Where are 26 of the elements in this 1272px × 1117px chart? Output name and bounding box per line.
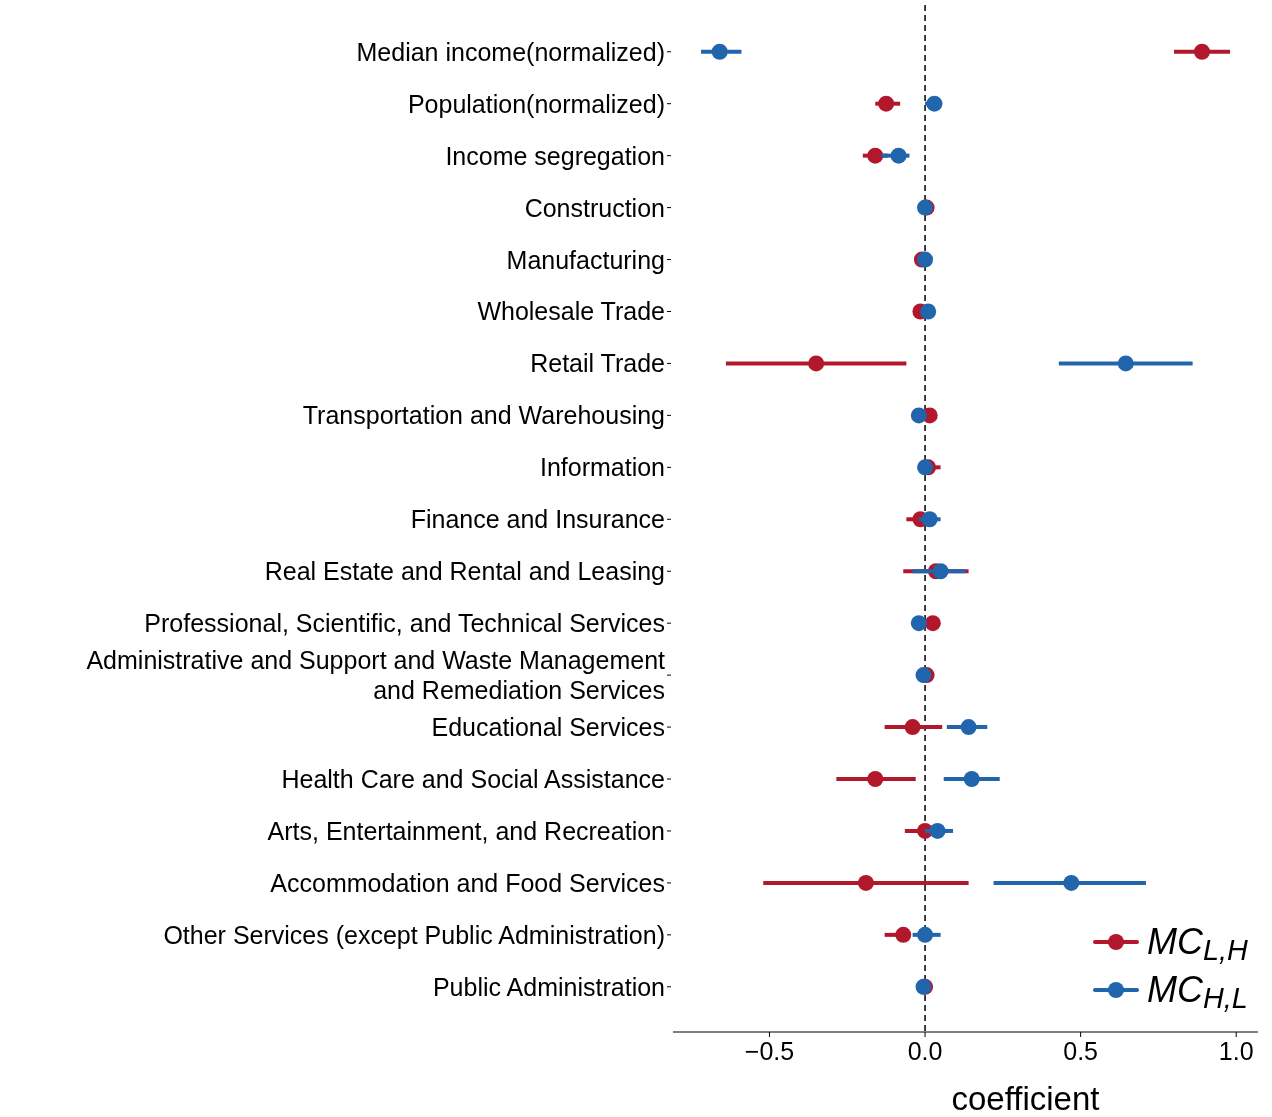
y-tick-label: Transportation and Warehousing: [302, 401, 665, 430]
x-tick-label: 0.5: [1063, 1037, 1099, 1065]
y-tick-label: Retail Trade: [530, 349, 665, 378]
y-tick-label: Median income(normalized): [356, 37, 665, 66]
y-tick-label: Real Estate and Rental and Leasing: [264, 557, 665, 586]
y-tick-label: Public Administration: [432, 972, 665, 1001]
y-tick-label: Construction: [524, 193, 665, 222]
x-tick-label: −0.5: [744, 1037, 795, 1065]
y-tick-label: Administrative and Support and Waste Management and Remediation Services: [86, 646, 666, 705]
legend-label: MC$_{H,L}$: [1147, 969, 1248, 1014]
legend-label: MC$_{L,H}$: [1147, 921, 1249, 966]
y-tick-label: Finance and Insurance: [410, 505, 665, 534]
y-tick-label: Income segregation: [445, 141, 665, 170]
y-tick-label: Professional, Scientific, and Technical Services: [144, 609, 665, 638]
y-tick-label: Manufacturing: [506, 245, 665, 274]
y-tick-label: Arts, Entertainment, and Recreation: [267, 816, 665, 845]
y-tick-label: Accommodation and Food Services: [270, 868, 665, 897]
y-tick-label: Other Services (except Public Administration): [163, 920, 665, 949]
y-tick-label: Health Care and Social Assistance: [281, 765, 665, 794]
y-tick-label: Educational Services: [431, 713, 665, 742]
x-axis-title: coefficient: [951, 1080, 1100, 1117]
y-tick-label: Population(normalized): [407, 89, 665, 118]
y-tick-label: Information: [539, 453, 665, 482]
y-tick-label: Wholesale Trade: [477, 297, 665, 326]
x-tick-label: 0.0: [907, 1037, 943, 1065]
x-tick-label: 1.0: [1218, 1037, 1254, 1065]
